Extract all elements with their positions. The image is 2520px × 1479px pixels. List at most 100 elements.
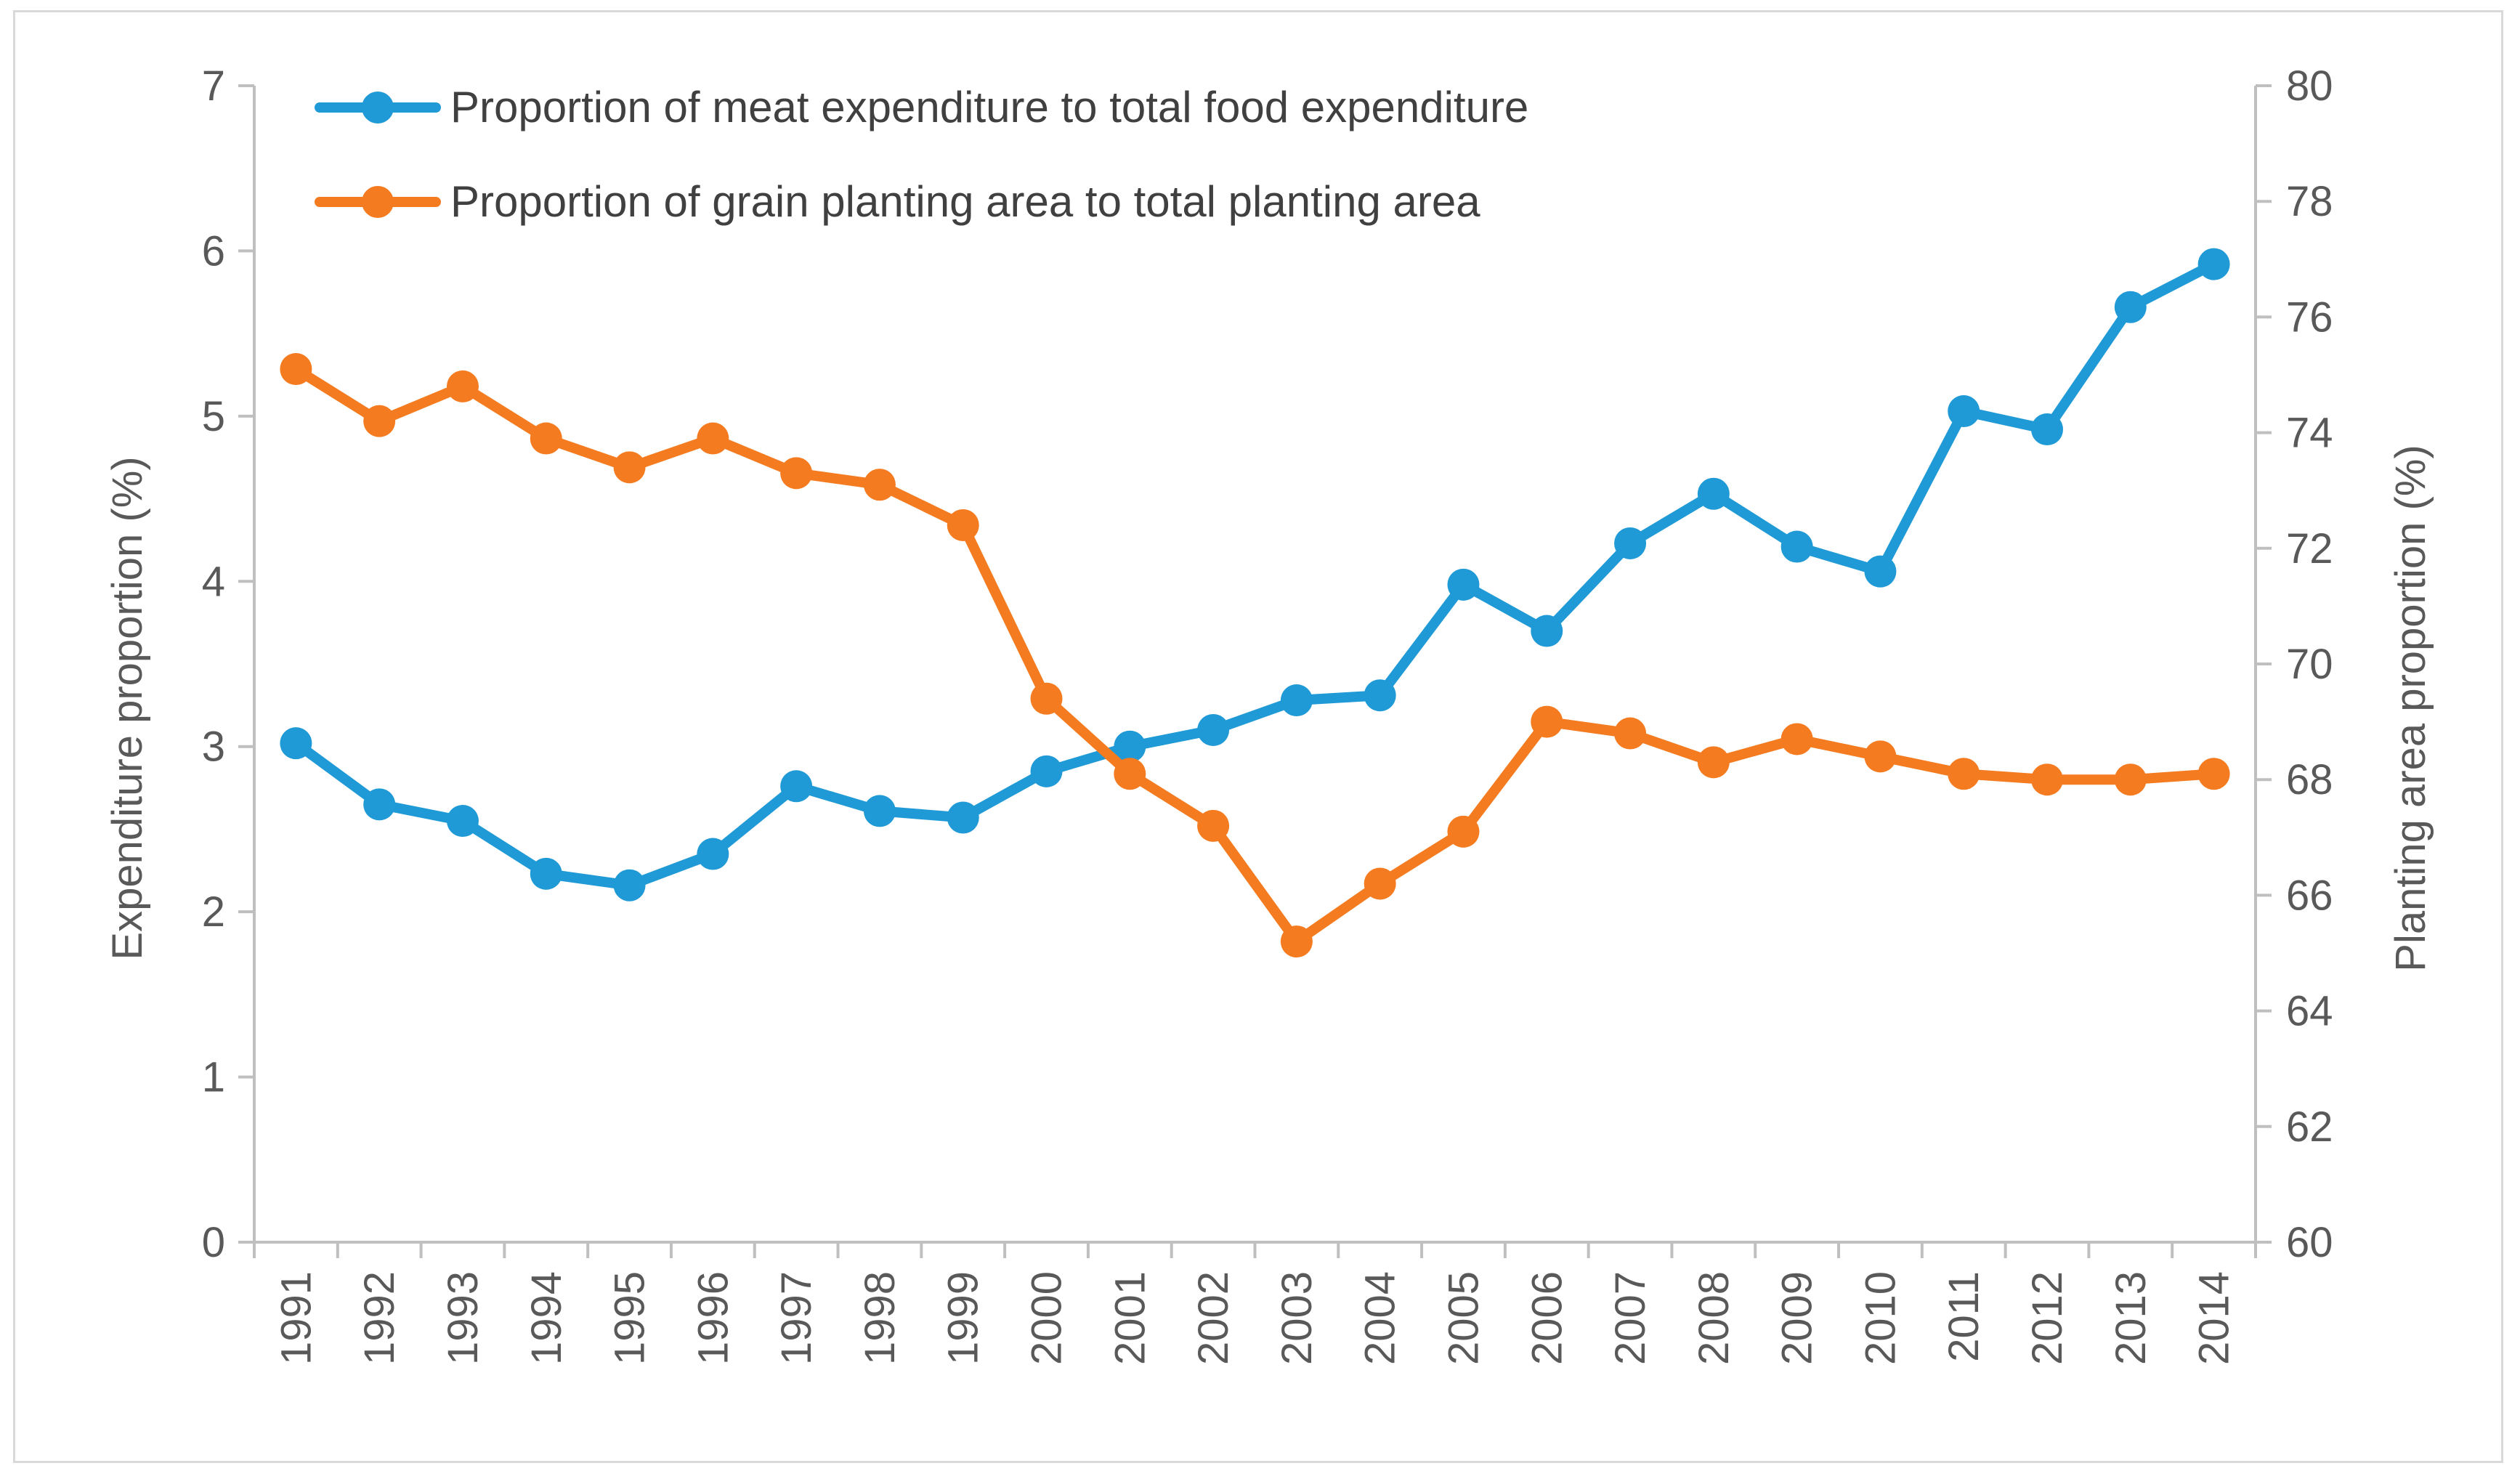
series-grain — [280, 353, 2230, 958]
x-tick-label: 2011 — [1940, 1271, 1988, 1362]
data-point-meat — [1948, 395, 1980, 428]
data-point-grain — [2114, 763, 2147, 796]
x-tick-label: 2002 — [1190, 1271, 1237, 1365]
data-point-meat — [2114, 291, 2147, 323]
data-point-grain — [363, 405, 396, 437]
data-point-grain — [613, 451, 646, 484]
y-left-tick-label: 6 — [202, 227, 225, 275]
y-left-tick-label: 0 — [202, 1219, 225, 1266]
series-line-meat — [291, 259, 2219, 891]
data-point-meat — [613, 869, 646, 901]
series-meat — [280, 248, 2230, 901]
data-point-grain — [446, 370, 479, 402]
data-point-grain — [280, 353, 312, 386]
data-point-grain — [1114, 758, 1146, 790]
data-point-meat — [1030, 755, 1063, 787]
x-tick-label: 1997 — [773, 1271, 820, 1365]
data-point-meat — [1531, 615, 1563, 647]
y-right-tick-label: 64 — [2286, 988, 2333, 1035]
legend-label-grain: Proportion of grain planting area to tot… — [450, 177, 1480, 226]
x-tick-label: 1991 — [272, 1271, 320, 1365]
data-point-grain — [530, 422, 562, 455]
y-left-tick-label: 4 — [202, 558, 225, 605]
legend-item-meat: Proportion of meat expenditure to total … — [315, 83, 1528, 131]
y-left-tick-label: 5 — [202, 393, 225, 440]
y-left-tick-label: 7 — [202, 62, 225, 110]
x-tick-label: 1993 — [439, 1271, 487, 1365]
y-axis-right-title: Planting area proportion (%) — [2387, 445, 2434, 971]
data-point-meat — [780, 770, 813, 803]
legend-marker-meat — [362, 92, 394, 123]
x-tick-label: 2014 — [2191, 1271, 2238, 1365]
y-right-tick-label: 80 — [2286, 62, 2333, 110]
data-point-grain — [697, 422, 729, 455]
x-tick-label: 2006 — [1523, 1271, 1571, 1365]
y-left-tick-label: 1 — [202, 1054, 225, 1101]
y-right-tick-label: 76 — [2286, 293, 2333, 341]
x-tick-label: 2009 — [1774, 1271, 1821, 1365]
x-tick-label: 1999 — [940, 1271, 987, 1365]
data-point-meat — [1447, 568, 1480, 601]
data-point-grain — [2031, 763, 2064, 796]
y-right-tick-label: 62 — [2286, 1103, 2333, 1151]
data-point-meat — [2197, 248, 2230, 280]
legend: Proportion of meat expenditure to total … — [315, 83, 1528, 226]
data-point-meat — [1697, 477, 1730, 510]
data-point-grain — [947, 508, 979, 541]
data-point-grain — [1697, 746, 1730, 779]
x-tick-label: 1995 — [607, 1271, 654, 1365]
data-point-meat — [947, 801, 979, 834]
x-tick-label: 1998 — [856, 1271, 904, 1365]
data-point-grain — [1280, 925, 1313, 958]
data-point-grain — [1364, 867, 1396, 900]
data-point-grain — [1030, 682, 1063, 715]
y-right-tick-label: 66 — [2286, 872, 2333, 919]
data-point-meat — [530, 857, 562, 890]
x-tick-label: 2004 — [1357, 1271, 1404, 1365]
data-point-meat — [863, 795, 896, 827]
y-right-tick-label: 70 — [2286, 641, 2333, 688]
data-point-grain — [1864, 740, 1897, 773]
x-tick-label: 2012 — [2024, 1271, 2071, 1365]
axes: 0 1 2 3 4 5 6 7 60 62 64 66 68 70 72 74 76 78 80 1991 1992 19… — [202, 62, 2333, 1365]
legend-item-grain: Proportion of grain planting area to tot… — [315, 177, 1480, 226]
series-layer — [280, 248, 2230, 958]
x-tick-label: 2003 — [1273, 1271, 1321, 1365]
y-right-tick-label: 74 — [2286, 410, 2333, 457]
x-tick-label: 2000 — [1024, 1271, 1071, 1365]
x-tick-label: 2001 — [1106, 1271, 1154, 1365]
x-tick-label: 2007 — [1607, 1271, 1654, 1365]
data-point-meat — [280, 727, 312, 760]
legend-label-meat: Proportion of meat expenditure to total … — [450, 83, 1528, 131]
data-point-grain — [1197, 809, 1230, 842]
y-right-tick-label: 68 — [2286, 756, 2333, 803]
data-point-meat — [1614, 527, 1647, 559]
data-point-grain — [1531, 705, 1563, 738]
data-point-grain — [1948, 758, 1980, 790]
y-right-tick-label: 72 — [2286, 525, 2333, 572]
y-right-tick-label: 78 — [2286, 178, 2333, 225]
x-tick-label: 2010 — [1857, 1271, 1904, 1365]
data-point-grain — [863, 469, 896, 501]
data-point-meat — [446, 805, 479, 838]
y-left-tick-label: 2 — [202, 888, 225, 936]
data-point-grain — [1447, 815, 1480, 848]
legend-marker-grain — [362, 186, 394, 218]
data-point-meat — [1114, 730, 1146, 763]
data-point-meat — [2031, 413, 2064, 446]
data-point-meat — [1364, 679, 1396, 712]
x-tick-label: 2008 — [1690, 1271, 1738, 1365]
data-point-meat — [1280, 684, 1313, 717]
data-point-grain — [1614, 717, 1647, 750]
y-axis-left-title: Expenditure proportion (%) — [104, 456, 151, 960]
data-point-meat — [697, 838, 729, 870]
x-tick-label: 2013 — [2107, 1271, 2155, 1365]
x-tick-label: 2005 — [1440, 1271, 1487, 1365]
chart-frame — [13, 10, 2503, 1463]
data-point-meat — [1864, 555, 1897, 588]
data-point-meat — [1780, 530, 1813, 563]
x-tick-label: 1992 — [356, 1271, 403, 1365]
data-point-grain — [780, 457, 813, 490]
data-point-grain — [2197, 758, 2230, 790]
